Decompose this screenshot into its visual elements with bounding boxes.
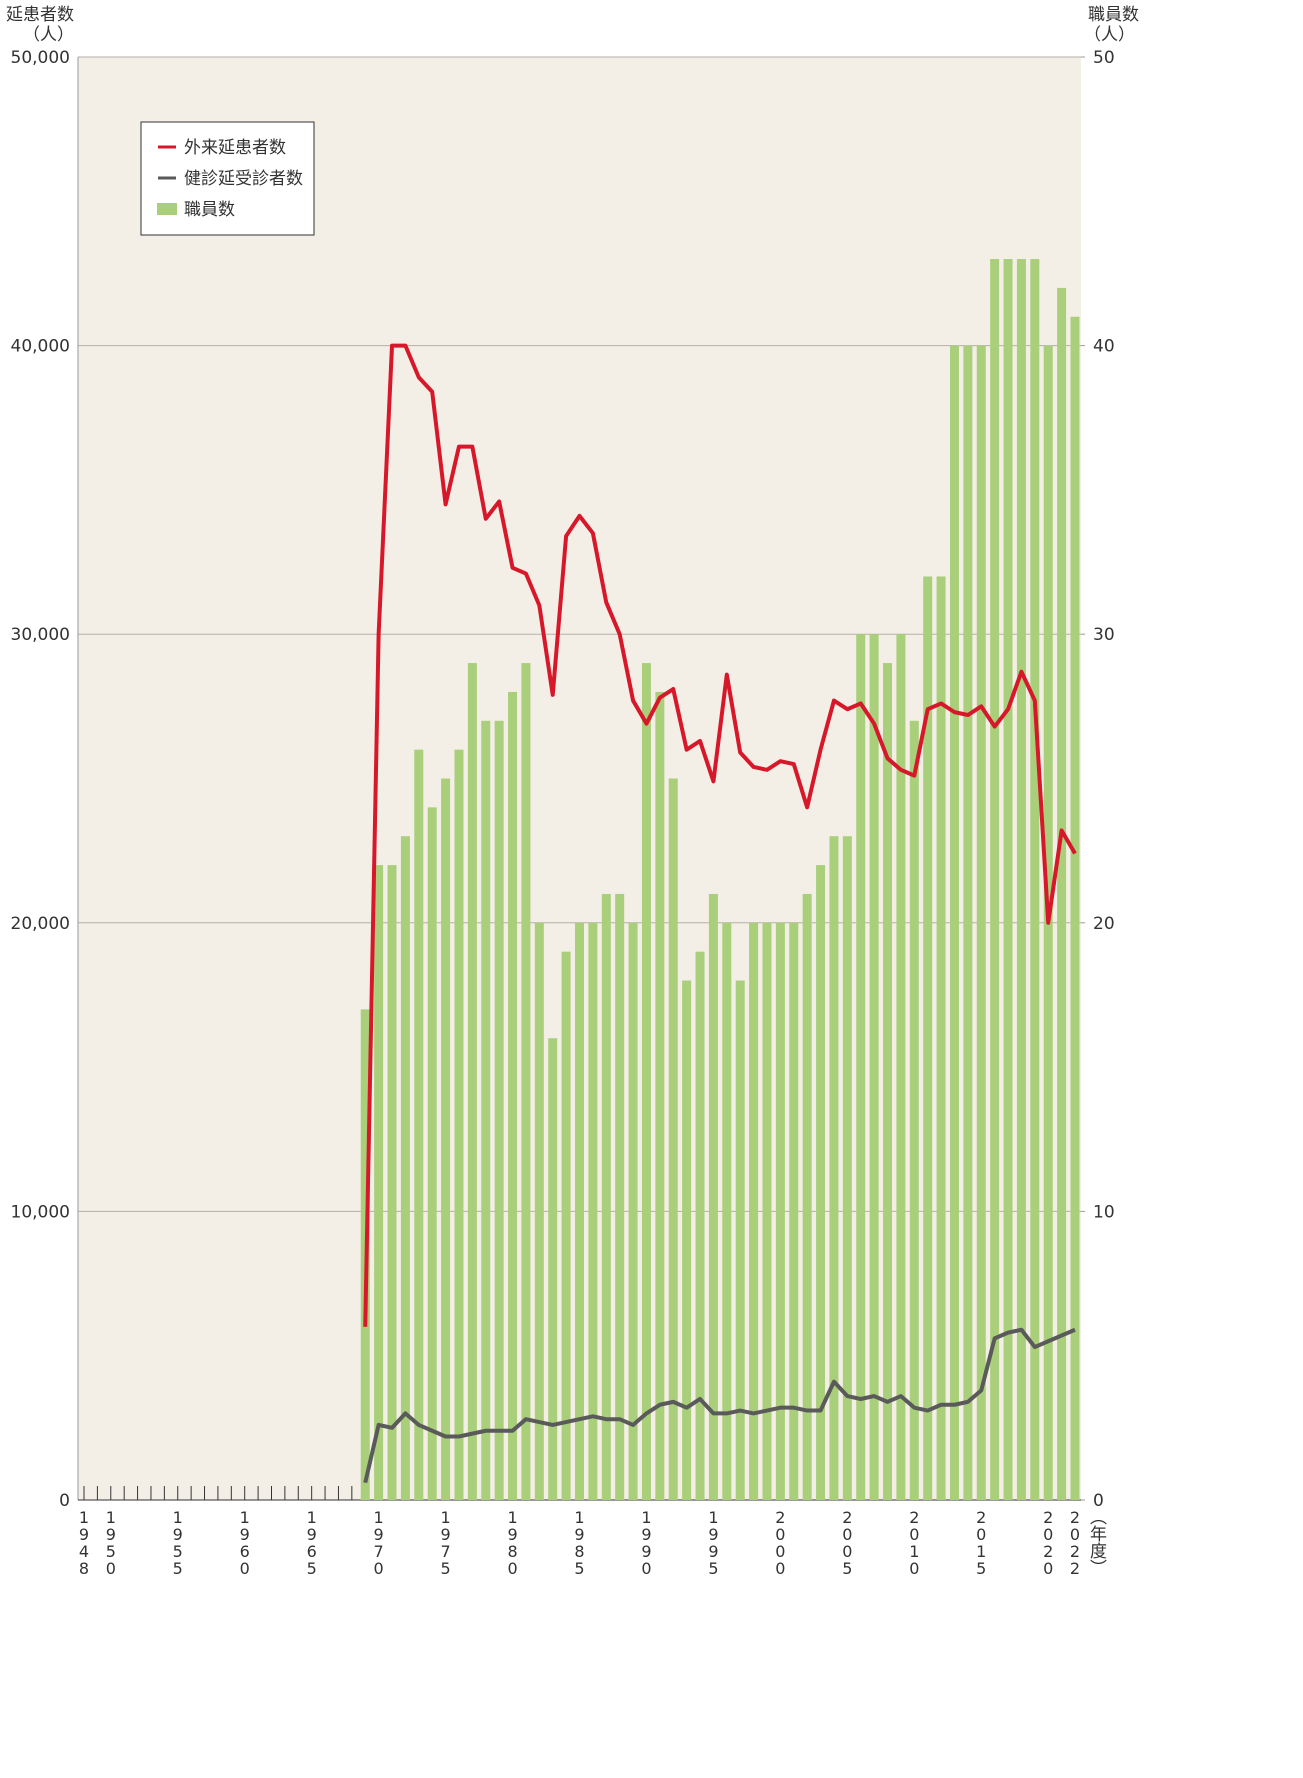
x-tick-label: 1970	[369, 1508, 388, 1576]
y-tick-label: 50,000	[11, 48, 70, 68]
bar	[400, 836, 410, 1500]
y-tick-label: 40,000	[11, 337, 70, 357]
bar	[1070, 316, 1080, 1500]
legend-label: 健診延受診者数	[184, 169, 303, 189]
bar	[708, 893, 718, 1500]
bar	[896, 634, 906, 1500]
bar	[883, 663, 893, 1500]
y2-tick-label: 30	[1093, 625, 1115, 645]
bar	[534, 922, 544, 1500]
bar	[668, 778, 678, 1500]
bar	[508, 691, 518, 1500]
line	[363, 343, 1077, 1327]
y2-tick-label: 40	[1093, 337, 1115, 357]
bar	[762, 922, 772, 1500]
bar	[441, 778, 451, 1500]
x-tick-label: 2010	[905, 1508, 924, 1576]
x-tick-label: 2005	[838, 1508, 857, 1576]
bar	[722, 922, 732, 1500]
bar	[749, 922, 759, 1500]
bar	[789, 922, 799, 1500]
bar	[829, 836, 839, 1500]
bar	[575, 922, 584, 1500]
bar	[869, 634, 879, 1500]
bar	[628, 922, 638, 1500]
bar	[521, 663, 531, 1500]
bar	[615, 893, 625, 1500]
bar	[481, 720, 491, 1500]
y-axis-unit: （人）	[23, 25, 74, 45]
bar	[775, 922, 785, 1500]
y-axis-title: 延患者数	[6, 5, 74, 25]
x-tick-label: 1965	[302, 1508, 321, 1576]
x-tick-label: 1955	[168, 1508, 187, 1576]
bar	[655, 691, 665, 1500]
x-tick-label: 2015	[972, 1508, 991, 1576]
bar	[936, 576, 946, 1500]
bar	[548, 1038, 558, 1500]
bar	[1057, 287, 1067, 1500]
bar	[735, 980, 745, 1500]
bar	[427, 807, 437, 1500]
bar	[802, 893, 812, 1500]
x-tick-label: 1980	[503, 1508, 522, 1576]
y2-tick-label: 50	[1093, 48, 1115, 68]
x-tick-label: 2020	[1039, 1508, 1058, 1576]
bar	[816, 865, 826, 1500]
legend-swatch	[157, 203, 177, 215]
bar	[963, 345, 973, 1501]
legend-label: 職員数	[184, 200, 235, 220]
y2-tick-label: 0	[1093, 1491, 1104, 1511]
line	[363, 1327, 1076, 1484]
bar	[494, 720, 504, 1500]
legend-label: 外来延患者数	[184, 138, 286, 158]
bar	[387, 865, 397, 1500]
bar	[561, 951, 571, 1500]
bar	[695, 951, 705, 1500]
bar	[374, 865, 384, 1500]
x-tick-label: 1995	[704, 1508, 723, 1576]
x-tick-label: 1975	[436, 1508, 455, 1576]
x-tick-label: 1948	[75, 1508, 94, 1576]
y-tick-label: 0	[59, 1491, 70, 1511]
y-tick-label: 10,000	[11, 1202, 70, 1222]
bar	[454, 749, 464, 1500]
bar	[976, 345, 986, 1501]
bar	[923, 576, 933, 1500]
bar	[949, 345, 959, 1501]
bar	[682, 980, 692, 1500]
x-tick-label: 1985	[570, 1508, 589, 1576]
bar	[909, 720, 919, 1500]
bar	[990, 259, 1000, 1500]
y-tick-label: 30,000	[11, 625, 70, 645]
bar	[1030, 259, 1040, 1500]
x-tick-label: 2000	[771, 1508, 790, 1576]
bar	[1016, 259, 1026, 1500]
bar	[414, 749, 424, 1500]
y2-tick-label: 20	[1093, 914, 1115, 934]
x-tick-label: 1960	[235, 1508, 254, 1576]
bar	[856, 634, 866, 1500]
x-axis-unit: （年度）	[1086, 1508, 1107, 1576]
x-tick-label: 2022	[1066, 1508, 1085, 1576]
y-tick-label: 20,000	[11, 914, 70, 934]
y2-tick-label: 10	[1093, 1202, 1115, 1222]
bar	[842, 836, 852, 1500]
bar	[601, 893, 611, 1500]
bar	[641, 663, 651, 1500]
bar	[588, 922, 598, 1500]
y2-axis-unit: （人）	[1084, 25, 1135, 45]
x-tick-label: 1950	[101, 1508, 120, 1576]
y2-axis-title: 職員数	[1088, 5, 1139, 25]
bar	[467, 663, 477, 1500]
bar	[1003, 259, 1013, 1500]
x-tick-label: 1990	[637, 1508, 656, 1576]
